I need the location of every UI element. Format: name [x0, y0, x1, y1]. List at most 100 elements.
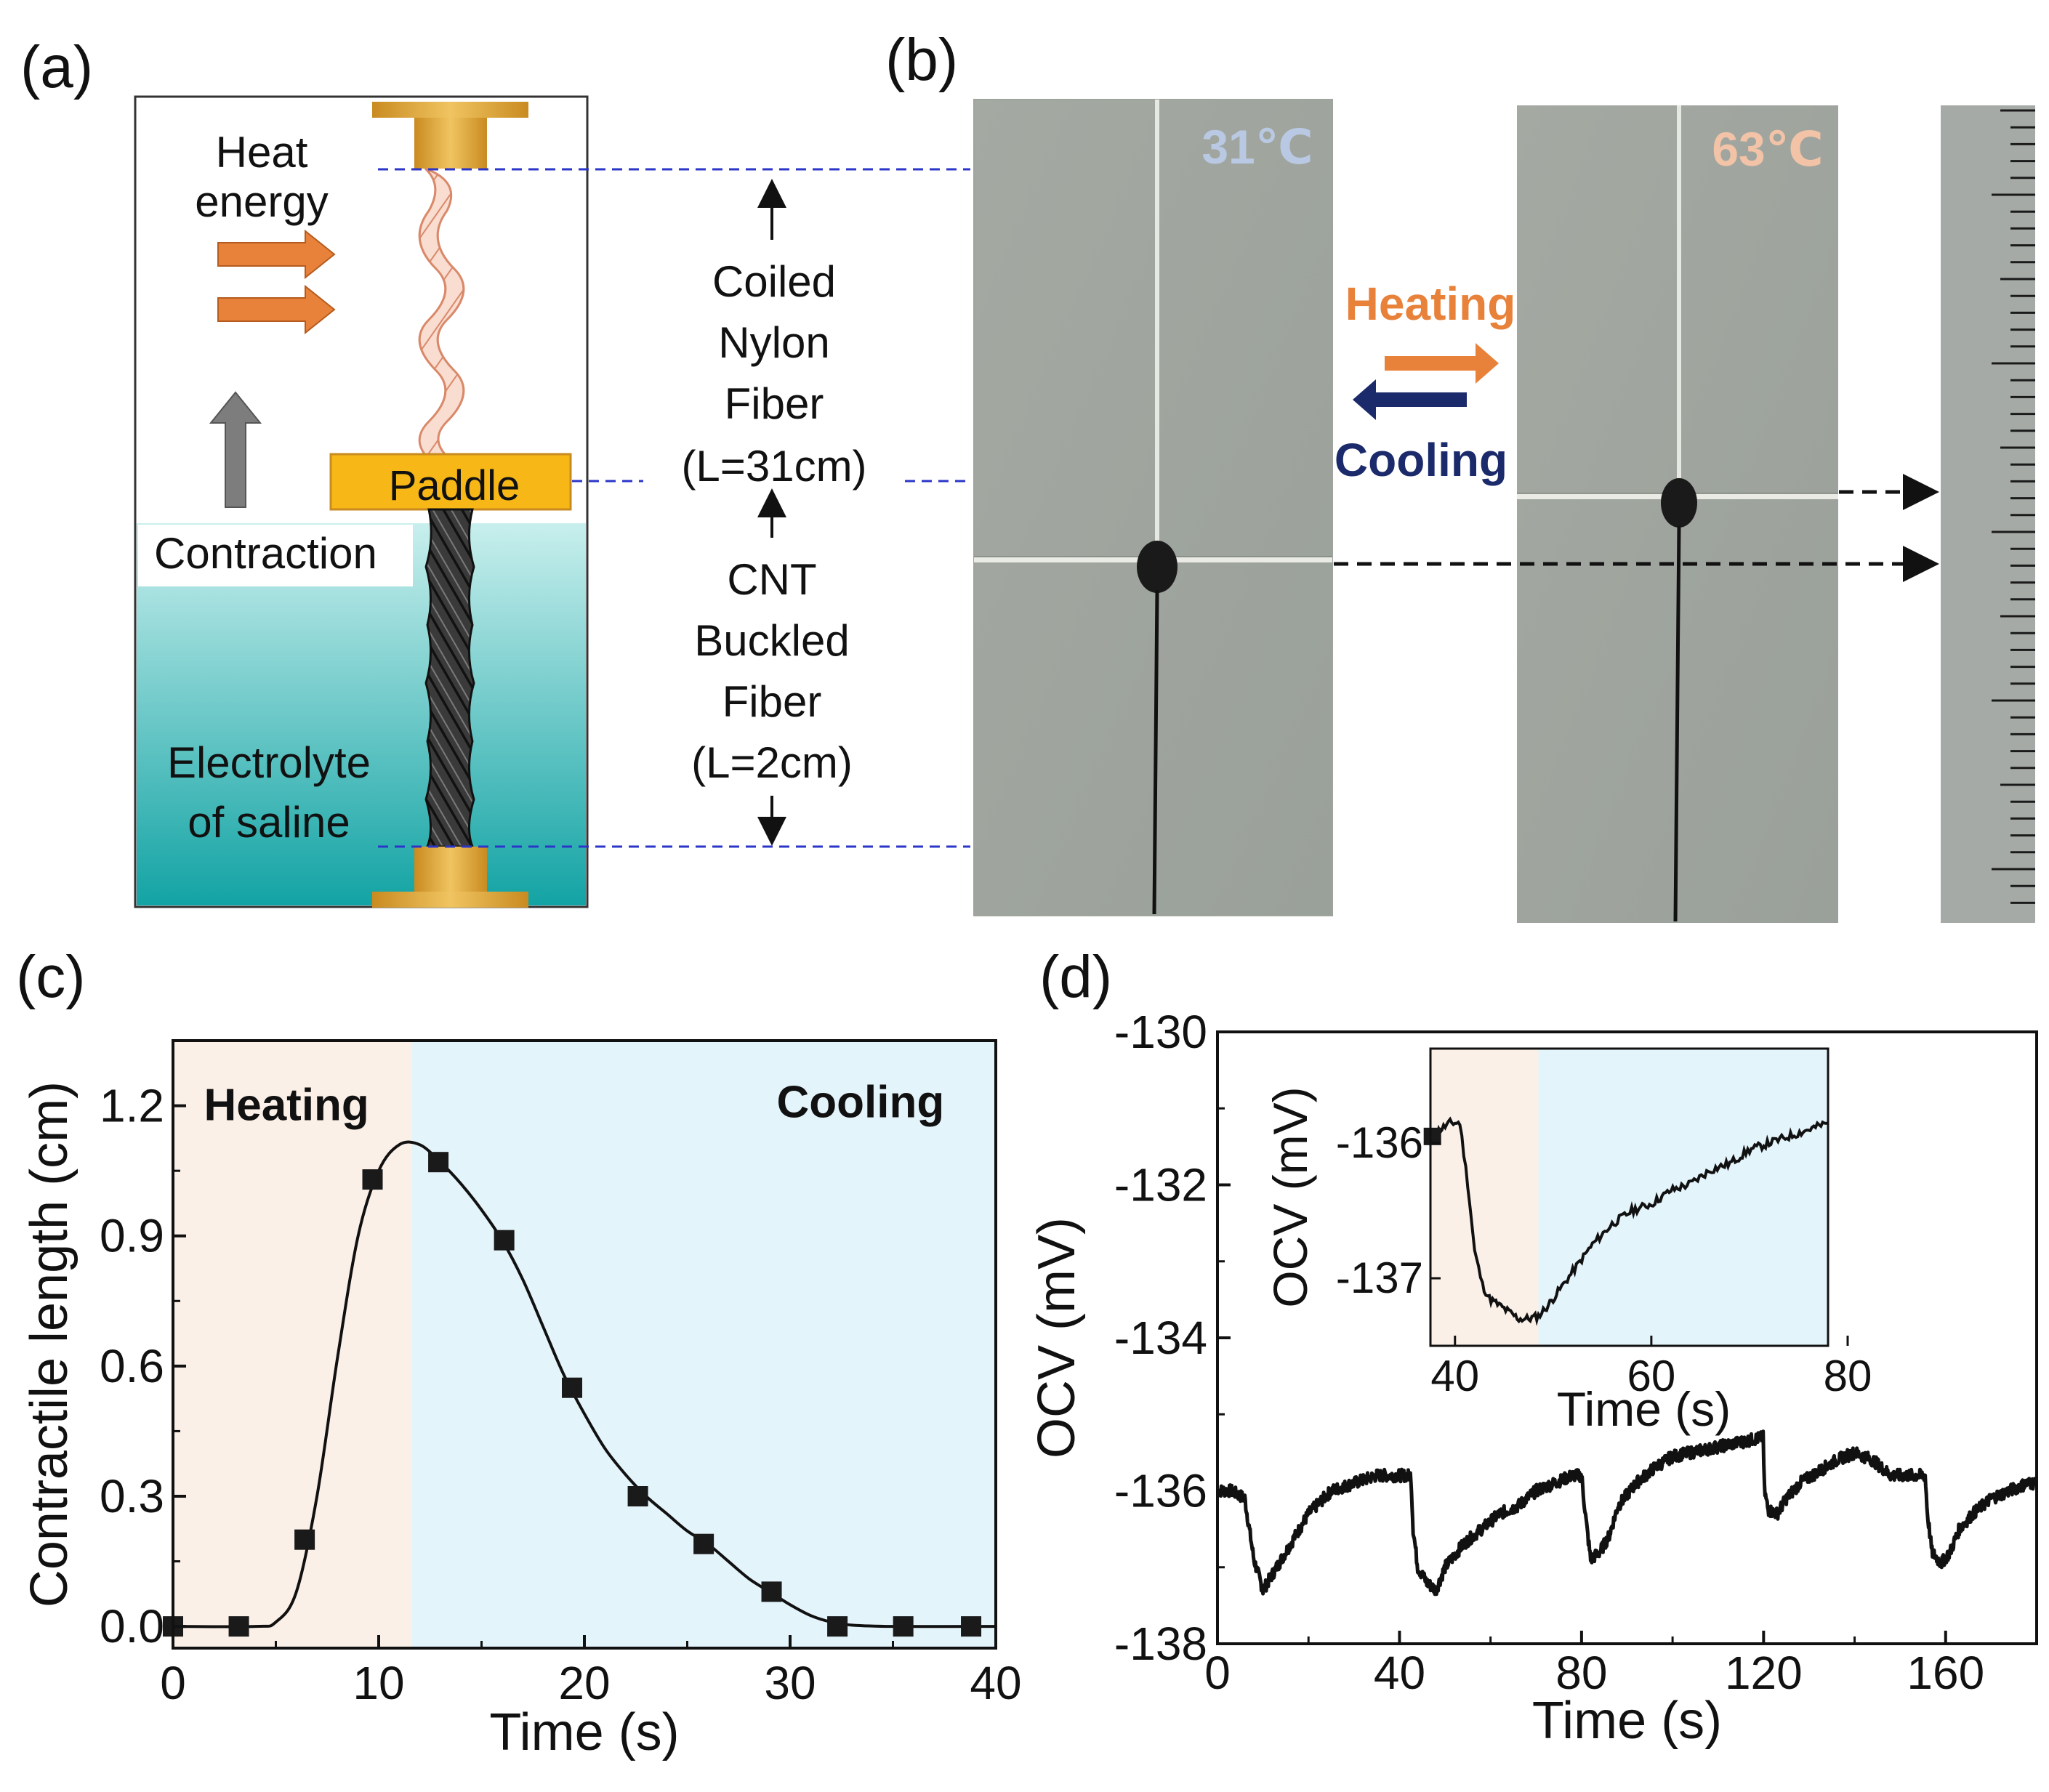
data-point	[893, 1616, 914, 1637]
bottom-clamp-post	[414, 847, 487, 892]
panel-b-label: (b)	[885, 27, 958, 93]
inset-y-axis-label: OCV (mV)	[1263, 1086, 1317, 1307]
cooling-arrow-icon	[1353, 379, 1467, 420]
x-tick-label: 40	[1374, 1647, 1425, 1699]
y-tick-label: -130	[1114, 1006, 1207, 1058]
panel-a-label: (a)	[20, 34, 93, 100]
top-clamp-post	[414, 118, 487, 169]
panel-a: (a) Paddle Heat energy Contraction Elect…	[20, 34, 970, 908]
paddle-label: Paddle	[389, 462, 520, 509]
x-tick-label: 10	[353, 1657, 404, 1709]
cooling-region	[411, 1041, 996, 1648]
y-tick-label: -138	[1114, 1618, 1207, 1670]
y-axis-label: Contractile length (cm)	[20, 1081, 79, 1607]
coiled-fiber-label: Fiber	[725, 379, 824, 428]
y-tick-label: -136	[1114, 1465, 1207, 1517]
panel-b: (b) 31℃ 63℃ Heating Cooling	[885, 27, 2035, 923]
x-tick-label: 80	[1555, 1647, 1607, 1699]
contraction-arrow-icon	[209, 391, 262, 508]
heat-arrow-icon	[217, 229, 336, 280]
y-tick-label: -132	[1114, 1159, 1207, 1211]
paddle-knot-31c	[1137, 541, 1178, 593]
data-point	[362, 1169, 383, 1190]
panel-c-label: (c)	[16, 944, 86, 1010]
data-point	[961, 1616, 982, 1637]
inset-heating-region	[1430, 1049, 1539, 1346]
cnt-fiber-label: CNT	[727, 555, 816, 604]
y-tick-label: 0.9	[100, 1210, 164, 1262]
coiled-fiber-length: (L=31cm)	[681, 442, 866, 491]
x-tick-label: 0	[1204, 1647, 1231, 1699]
x-axis-label: Time (s)	[489, 1703, 679, 1761]
inset-cooling-region	[1538, 1049, 1828, 1346]
coiled-fiber-label: Coiled	[712, 257, 836, 306]
y-tick-label: 0.0	[100, 1600, 164, 1652]
paddle	[329, 453, 572, 511]
x-axis-label: Time (s)	[1532, 1692, 1722, 1750]
x-tick-label: 40	[970, 1657, 1021, 1709]
data-point	[761, 1581, 782, 1602]
photo-63c: 63℃	[1517, 105, 1838, 923]
y-tick-label: 0.3	[100, 1470, 164, 1522]
photo-31c: 31℃	[973, 99, 1333, 916]
inset-x-tick-label: 60	[1627, 1352, 1676, 1400]
x-tick-label: 30	[764, 1657, 816, 1709]
inset-frame	[1429, 1047, 1829, 1347]
chart-contractile-length: Heating Cooling 0 10 20 30 40 0.0 0.3 0.6 0.9 1.2 Ti…	[20, 1039, 1022, 1761]
electrolyte-label: Electrolyte	[167, 738, 371, 787]
data-point	[562, 1377, 583, 1398]
x-tick-label: 20	[558, 1657, 610, 1709]
data-point	[627, 1486, 648, 1506]
data-point	[827, 1616, 848, 1637]
heat-energy-label: energy	[195, 177, 328, 226]
data-point	[294, 1529, 315, 1550]
chart-ocv: 0 40 80 120 160 -130 -132 -134 -136 -138 Time (s) O…	[1028, 1006, 2039, 1750]
data-point	[693, 1533, 714, 1554]
panel-d-label: (d)	[1039, 944, 1112, 1010]
heating-arrow-icon	[1385, 343, 1499, 384]
ruler	[1941, 105, 2035, 923]
temperature-31c: 31℃	[1201, 120, 1313, 174]
y-tick-label: -134	[1114, 1312, 1207, 1364]
cooling-label: Cooling	[777, 1078, 945, 1128]
cooling-label: Cooling	[1335, 434, 1507, 486]
series-line	[1215, 1429, 2039, 1597]
coiled-fiber-label: Nylon	[718, 318, 829, 367]
x-tick-label: 0	[160, 1657, 186, 1709]
inset-y-tick-label: -136	[1336, 1118, 1423, 1167]
inset-x-tick-label: 40	[1430, 1352, 1479, 1400]
cnt-fiber-label: Buckled	[694, 616, 849, 665]
heating-region	[173, 1041, 412, 1648]
x-tick-label: 120	[1725, 1647, 1803, 1699]
data-point	[228, 1616, 249, 1637]
cnt-buckled-fiber	[424, 508, 475, 848]
inset-x-tick-label: 80	[1824, 1352, 1872, 1400]
contraction-label: Contraction	[154, 529, 377, 578]
heating-label: Heating	[1345, 278, 1516, 330]
cnt-fiber-label: Fiber	[722, 677, 822, 726]
top-clamp-bar	[372, 102, 528, 118]
x-tick-label: 160	[1907, 1647, 1984, 1699]
cnt-fiber-length: (L=2cm)	[691, 738, 853, 787]
heat-arrow-icon	[217, 284, 336, 335]
electrolyte-bath	[137, 523, 586, 905]
inset-x-axis-label: Time (s)	[1557, 1382, 1731, 1436]
data-point	[494, 1230, 515, 1251]
temperature-63c: 63℃	[1712, 122, 1823, 176]
heat-energy-label: Heat	[216, 128, 308, 177]
series-line	[172, 1140, 997, 1628]
data-point	[428, 1152, 449, 1173]
panel-c: (c) Heating Cooling 0 10 20 30 40 0.0 0.3 0.6 0.9 1…	[16, 944, 1022, 1761]
heating-label: Heating	[204, 1081, 369, 1131]
inset-series-line	[1429, 1116, 1829, 1326]
y-tick-label: 0.6	[100, 1340, 164, 1392]
electrolyte-label: of saline	[188, 798, 350, 847]
y-tick-label: 1.2	[100, 1080, 164, 1132]
y-axis-label: OCV (mV)	[1028, 1217, 1086, 1458]
bottom-clamp-bar	[372, 892, 528, 908]
inset-y-tick-label: -137	[1336, 1254, 1423, 1302]
inset-chart: 40 60 80 -136 -137 Time (s) OCV (mV)	[1263, 1047, 1872, 1436]
panel-d: (d) 0 40 80 120 160 -130 -132 -134 -136 -138 Time …	[1028, 944, 2039, 1750]
paddle-knot-63c	[1661, 478, 1697, 528]
